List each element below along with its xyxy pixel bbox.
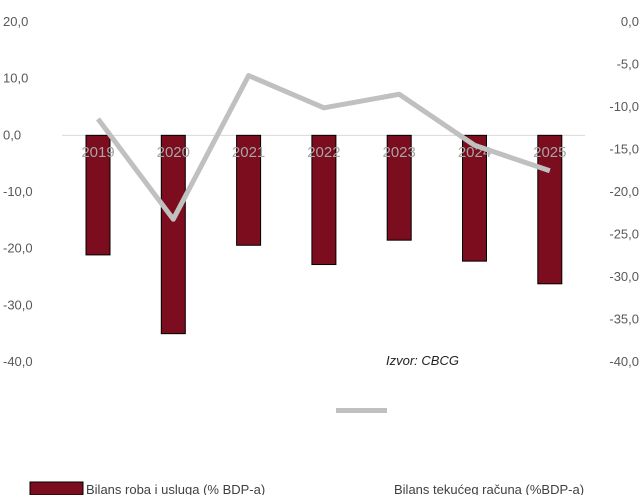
line-series bbox=[96, 73, 551, 222]
right-axis-tick-label: -35,0 bbox=[609, 312, 639, 327]
right-axis-tick-label: 0,0 bbox=[621, 14, 639, 29]
legend-bar-swatch bbox=[29, 481, 84, 495]
left-axis-tick-label: -20,0 bbox=[3, 241, 33, 256]
left-axis-tick-label: -40,0 bbox=[3, 354, 33, 369]
category-label: 2023 bbox=[383, 144, 416, 161]
bar-2024 bbox=[462, 134, 487, 262]
category-label: 2025 bbox=[533, 144, 566, 161]
category-labels: 2019 2020 2021 2022 2023 2024 2025 bbox=[81, 144, 566, 161]
bar-2021 bbox=[236, 134, 262, 246]
category-label: 2019 bbox=[81, 144, 114, 161]
left-axis-tick-label: 0,0 bbox=[3, 127, 21, 142]
right-axis-ticks: 0,0 -5,0 -10,0 -15,0 -20,0 -25,0 -30,0 -35,0 -40… bbox=[609, 14, 639, 369]
right-axis-tick-label: -15,0 bbox=[609, 142, 639, 157]
category-label: 2020 bbox=[157, 144, 190, 161]
bar-2020 bbox=[160, 134, 186, 335]
bar-2022 bbox=[311, 134, 337, 266]
bar-series bbox=[85, 134, 563, 335]
legend-line-swatch bbox=[336, 408, 387, 413]
right-axis-tick-label: -20,0 bbox=[609, 184, 639, 199]
right-axis-tick-label: -10,0 bbox=[609, 99, 639, 114]
legend-line-label: Bilans tekućeg računa (%BDP-a) bbox=[394, 482, 584, 495]
right-axis-tick-label: -40,0 bbox=[609, 354, 639, 369]
left-axis-tick-label: 20,0 bbox=[3, 14, 28, 29]
right-axis-tick-label: -25,0 bbox=[609, 227, 639, 242]
bar-2023 bbox=[386, 134, 412, 241]
right-axis-tick-label: -30,0 bbox=[609, 269, 639, 284]
bar-2019 bbox=[85, 134, 111, 256]
left-axis-ticks: 20,0 10,0 0,0 -10,0 -20,0 -30,0 -40,0 bbox=[3, 14, 33, 369]
source-annotation: Izvor: CBCG bbox=[386, 353, 459, 368]
left-axis-tick-label: -10,0 bbox=[3, 184, 33, 199]
category-label: 2021 bbox=[232, 144, 265, 161]
bar-2025 bbox=[537, 134, 563, 285]
legend-bar-label: Bilans roba i usluga (% BDP-a) bbox=[86, 482, 265, 495]
left-axis-tick-label: -30,0 bbox=[3, 297, 33, 312]
left-axis-tick-label: 10,0 bbox=[3, 71, 28, 86]
category-label: 2022 bbox=[307, 144, 340, 161]
right-axis-tick-label: -5,0 bbox=[617, 57, 639, 72]
